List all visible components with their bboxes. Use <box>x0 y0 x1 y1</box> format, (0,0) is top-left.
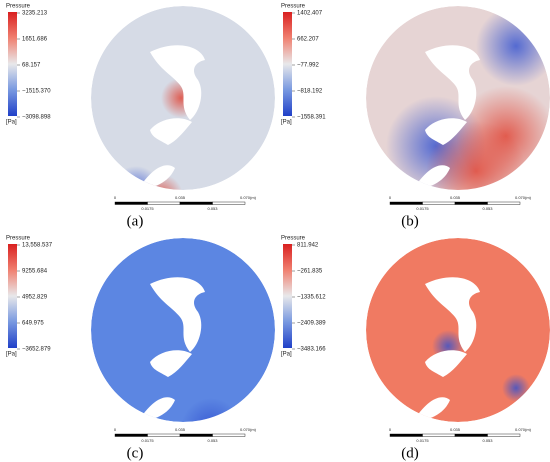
panel-caption: (c) <box>127 445 144 461</box>
tick-label: 1402.407 <box>297 11 323 17</box>
panel-caption: (a) <box>127 213 144 229</box>
scale-segment <box>114 201 148 205</box>
rotor-blade <box>150 350 192 377</box>
color-bar <box>8 12 17 116</box>
tick-label: −3483.166 <box>297 347 326 353</box>
tick-label: 13,558.537 <box>22 243 53 249</box>
tick-label: 68.157 <box>22 63 41 69</box>
scale-segment <box>389 433 423 437</box>
scale-segment <box>212 433 246 437</box>
scale-segment <box>179 433 213 437</box>
tick-label: −3652.879 <box>22 347 51 353</box>
scale-label: 0.070 <box>240 427 251 432</box>
rotor-blade <box>150 277 205 352</box>
legend-title: Pressure <box>6 236 31 242</box>
rotor-blade <box>425 118 467 145</box>
legend-title: Pressure <box>281 236 306 242</box>
scale-label: 0.035 <box>450 195 461 200</box>
scale-unit: (m) <box>525 427 532 432</box>
unit: [Pa] <box>6 120 17 126</box>
pressure-zone <box>502 374 530 402</box>
scale-label: 0.035 <box>450 427 461 432</box>
scale-label: 0 <box>114 427 117 432</box>
legend-title: Pressure <box>281 4 306 10</box>
domain <box>366 238 550 422</box>
scale-segment <box>147 201 181 205</box>
rotor-blade <box>150 45 205 120</box>
scale-label: 0.053 <box>482 206 493 211</box>
legend-title: Pressure <box>6 4 31 10</box>
tick-label: −1335.612 <box>297 295 326 301</box>
pressure-zone <box>181 398 241 422</box>
scale-unit: (m) <box>250 427 257 432</box>
tick-label: −2409.389 <box>297 321 326 327</box>
scale-segment <box>389 201 423 205</box>
scale-label: 0.0175 <box>416 206 429 211</box>
scale-segment <box>487 433 521 437</box>
panel-caption: (d) <box>401 445 419 461</box>
tick-label: −3098.898 <box>22 115 51 121</box>
domain <box>91 6 275 190</box>
rotor-blade <box>425 277 480 352</box>
tick-label: −77.992 <box>297 63 320 69</box>
rotor-blade <box>150 118 192 145</box>
tick-label: 662.207 <box>297 37 319 43</box>
tick-label: −818.192 <box>297 89 323 95</box>
scale-label: 0 <box>389 195 392 200</box>
tick-label: −1515.370 <box>22 89 51 95</box>
tick-label: 1651.686 <box>22 37 48 43</box>
scale-label: 0.0175 <box>416 438 429 443</box>
unit: [Pa] <box>281 352 292 358</box>
tick-label: −261.835 <box>297 269 323 275</box>
scale-segment <box>422 433 456 437</box>
scale-label: 0.035 <box>175 427 186 432</box>
domain <box>91 238 275 422</box>
tick-label: −1558.391 <box>297 115 326 121</box>
scale-segment <box>454 433 488 437</box>
scale-unit: (m) <box>250 195 257 200</box>
tick-label: 649.975 <box>22 321 44 327</box>
scale-label: 0 <box>114 195 117 200</box>
unit: [Pa] <box>281 120 292 126</box>
color-bar <box>8 244 17 348</box>
tick-label: 9255.684 <box>22 269 48 275</box>
rotor-blade <box>425 350 467 377</box>
scale-label: 0.070 <box>515 195 526 200</box>
tick-label: 811.942 <box>297 243 319 249</box>
unit: [Pa] <box>6 352 17 358</box>
scale-label: 0 <box>389 427 392 432</box>
scale-segment <box>454 201 488 205</box>
scale-segment <box>147 433 181 437</box>
scale-label: 0.0175 <box>141 438 154 443</box>
scale-label: 0.053 <box>207 206 218 211</box>
tick-label: 4952.829 <box>22 295 48 301</box>
scale-segment <box>212 201 246 205</box>
rotor-blade <box>425 45 480 120</box>
pressure-zone <box>426 121 526 190</box>
tick-label: 3235.213 <box>22 11 48 17</box>
scale-segment <box>114 433 148 437</box>
scale-segment <box>487 201 521 205</box>
scale-label: 0.0175 <box>141 206 154 211</box>
color-bar <box>283 12 292 116</box>
domain-disc <box>366 238 550 422</box>
scale-label: 0.070 <box>240 195 251 200</box>
scale-label: 0.053 <box>207 438 218 443</box>
scale-label: 0.035 <box>175 195 186 200</box>
scale-label: 0.070 <box>515 427 526 432</box>
panel-caption: (b) <box>401 213 419 229</box>
domain-disc <box>91 238 275 422</box>
scale-segment <box>179 201 213 205</box>
scale-label: 0.053 <box>482 438 493 443</box>
color-bar <box>283 244 292 348</box>
scale-unit: (m) <box>525 195 532 200</box>
domain <box>366 6 550 190</box>
scale-segment <box>422 201 456 205</box>
